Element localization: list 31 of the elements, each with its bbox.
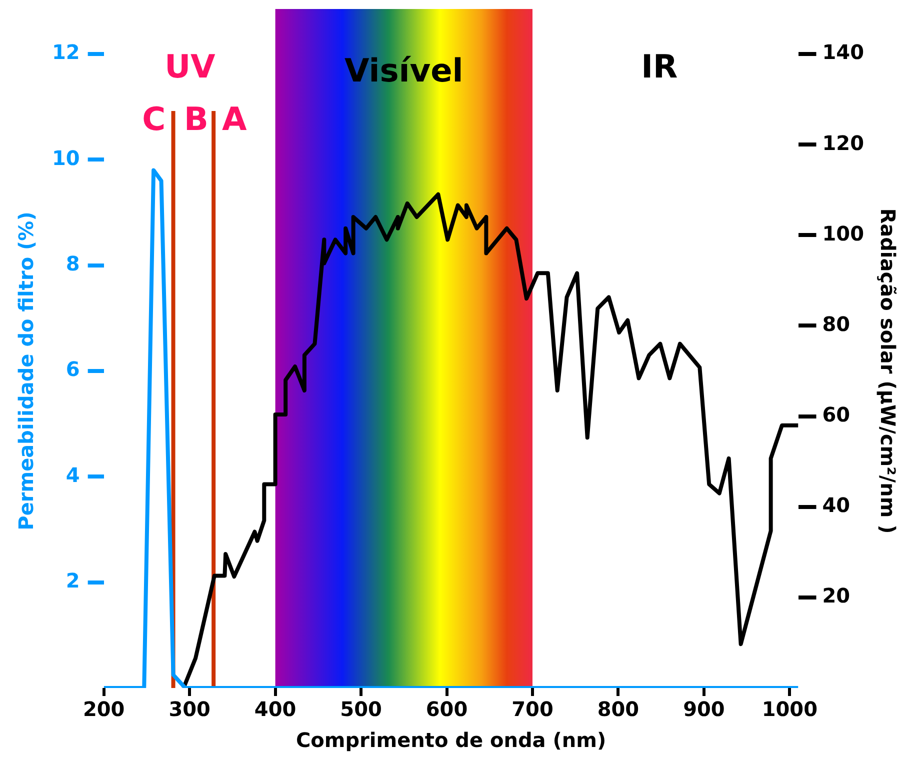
annotation: B bbox=[184, 100, 208, 138]
y2-tick-label: 40 bbox=[822, 493, 850, 518]
y2-tick-label: 80 bbox=[822, 312, 850, 336]
x-tick-label: 1000 bbox=[762, 697, 818, 722]
y-tick-label: 10 bbox=[52, 146, 80, 170]
y-tick-label: 6 bbox=[66, 357, 80, 382]
x-tick-label: 700 bbox=[512, 697, 554, 722]
y2-tick-label: 140 bbox=[822, 40, 864, 64]
annotation: A bbox=[222, 100, 247, 138]
y2-tick-label: 120 bbox=[822, 130, 864, 155]
annotation: UV bbox=[164, 48, 216, 86]
y2-tick-label: 100 bbox=[822, 221, 864, 246]
y-tick-label: 8 bbox=[66, 252, 80, 276]
y-axis-title: Permeabilidade do filtro (%) bbox=[14, 212, 38, 530]
x-tick-label: 600 bbox=[426, 697, 468, 722]
x-axis-title: Comprimento de onda (nm) bbox=[296, 728, 606, 752]
y2-tick-label: 60 bbox=[822, 402, 850, 426]
x-tick-label: 900 bbox=[683, 697, 725, 722]
y2-axis-title: Radiação solar (μW/cm²/nm ) bbox=[876, 208, 900, 534]
x-tick-label: 800 bbox=[597, 697, 640, 722]
annotation: C bbox=[142, 100, 166, 138]
y-tick-label: 12 bbox=[52, 40, 80, 64]
y-tick-label: 2 bbox=[66, 568, 80, 593]
band-label: Visível bbox=[344, 51, 464, 90]
y2-tick-label: 20 bbox=[822, 584, 850, 608]
y-tick-label: 4 bbox=[66, 462, 80, 487]
x-tick-label: 500 bbox=[340, 697, 382, 722]
x-tick-label: 400 bbox=[254, 697, 296, 722]
x-tick-label: 200 bbox=[82, 697, 125, 722]
x-tick-label: 300 bbox=[168, 697, 210, 722]
annotation: IR bbox=[641, 48, 678, 86]
